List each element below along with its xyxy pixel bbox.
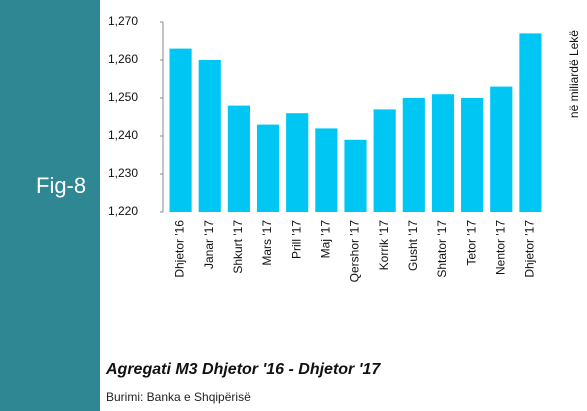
y-tick-label: 1,250	[108, 90, 138, 104]
y-tick-label: 1,260	[108, 52, 138, 66]
bar	[344, 139, 367, 212]
bar	[431, 94, 455, 212]
y-axis-label: në miliardë Lekë	[567, 30, 581, 118]
x-tick-label: Dhjetor '17	[523, 220, 537, 278]
bar	[402, 98, 425, 212]
x-tick-label: Korrik '17	[377, 220, 391, 271]
x-tick-label: Gusht '17	[406, 220, 420, 271]
bar	[198, 60, 221, 212]
x-tick-label: Mars '17	[260, 220, 274, 266]
x-tick-label: Shtator '17	[435, 220, 449, 278]
bar	[256, 124, 280, 212]
x-tick-label: Maj '17	[319, 220, 333, 259]
y-tick-label: 1,230	[108, 166, 138, 180]
y-tick-label: 1,240	[108, 128, 138, 142]
x-tick-label: Prill '17	[289, 220, 303, 259]
x-tick-label: Shkurt '17	[231, 220, 245, 274]
x-tick-label: Dhjetor '16	[173, 220, 187, 278]
bar	[169, 48, 192, 212]
source: Burimi: Banka e Shqipërisë	[106, 390, 251, 404]
figure-label: Fig-8	[36, 173, 86, 198]
x-tick-label: Qershor '17	[348, 220, 362, 283]
bar	[519, 33, 542, 213]
bar	[373, 109, 396, 212]
bar	[461, 98, 484, 212]
x-tick-label: Tetor '17	[464, 220, 478, 266]
bar	[227, 105, 250, 212]
bar	[286, 113, 309, 212]
x-tick-label: Janar '17	[202, 220, 216, 269]
x-tick-label: Nentor '17	[493, 220, 507, 275]
bar	[490, 86, 513, 212]
side-band	[0, 0, 100, 411]
y-tick-label: 1,220	[108, 204, 138, 218]
chart-title: Agregati M3 Dhjetor '16 - Dhjetor '17	[105, 361, 381, 378]
bar	[315, 128, 338, 212]
y-tick-label: 1,270	[108, 14, 138, 28]
